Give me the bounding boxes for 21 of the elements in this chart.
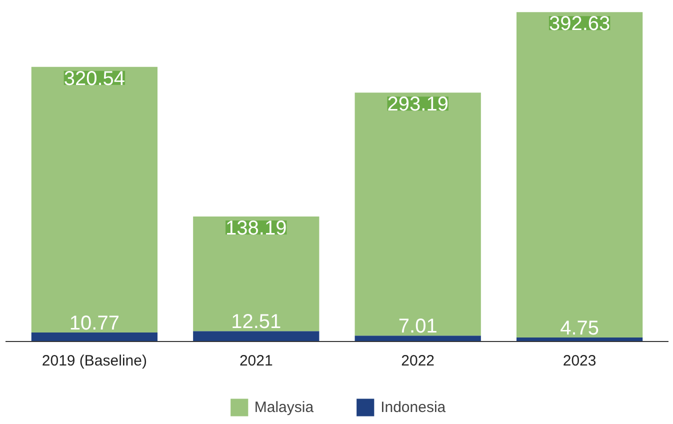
- data-label: 7.01: [398, 316, 438, 338]
- legend-label: Indonesia: [380, 398, 446, 416]
- data-label: 293.19: [387, 94, 448, 116]
- bar: [31, 332, 158, 342]
- bar: [31, 66, 158, 333]
- data-label: 320.54: [64, 68, 126, 90]
- x-tick-label: 2022: [401, 352, 435, 370]
- legend-label: Malaysia: [254, 398, 314, 416]
- data-label: 12.51: [231, 311, 282, 334]
- data-label: 138.19: [226, 218, 287, 240]
- data-label: 4.75: [560, 318, 600, 340]
- x-tick-label: 2019 (Baseline): [42, 352, 147, 370]
- bar: [516, 12, 643, 338]
- bar: [193, 216, 320, 332]
- bar: [354, 92, 481, 336]
- data-label: 10.77: [69, 312, 120, 335]
- x-tick-label: 2023: [562, 352, 596, 370]
- x-tick-label: 2021: [239, 352, 273, 370]
- bar: [354, 336, 481, 342]
- bar: [193, 331, 320, 342]
- data-label: 392.63: [548, 13, 610, 36]
